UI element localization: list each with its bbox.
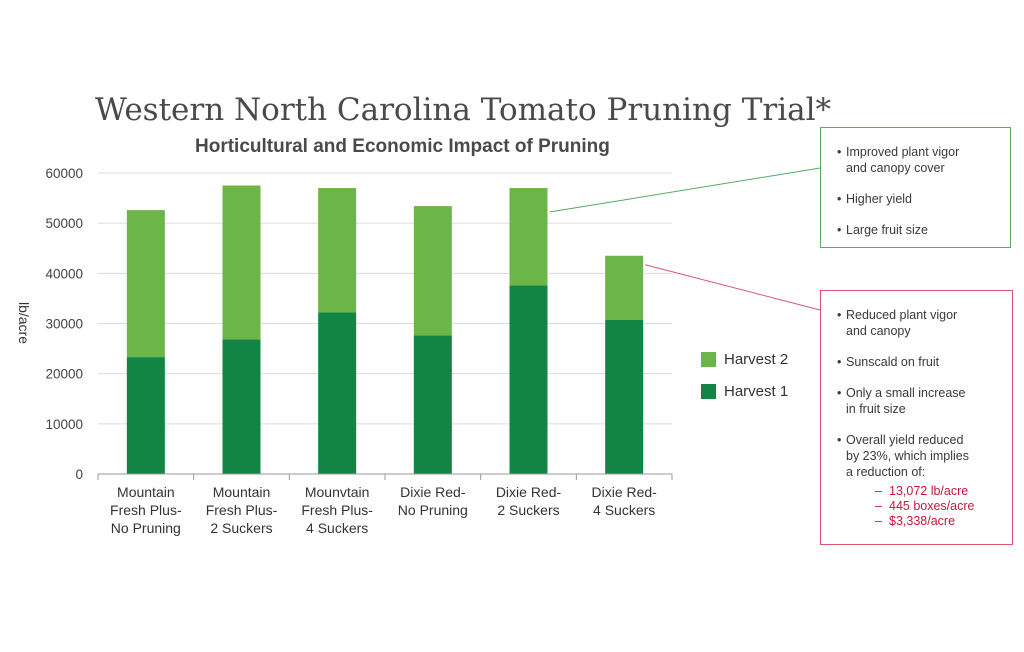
bar-harvest-1-3 [413, 335, 452, 474]
bar-harvest-2-0 [126, 210, 165, 358]
positive-effects-callout: • Improved plant vigor and canopy cover • Hi… [820, 127, 1011, 248]
negative-callout-connector [645, 264, 821, 311]
callout-line: a reduction of: [846, 465, 926, 479]
bar-harvest-1-1 [222, 339, 261, 474]
callout-line: and canopy cover [846, 161, 945, 175]
callout-line: and canopy [846, 324, 911, 338]
dash-icon: – [875, 484, 882, 498]
x-tick-label: Mountain Fresh Plus-No Pruning [110, 484, 182, 536]
legend: Harvest 2 Harvest 1 [701, 350, 788, 414]
reduction-list: –13,072 lb/acre –445 boxes/acre – $3,338/ac… [837, 484, 998, 529]
callout-item-text: Reduced plant vigor and canopy [846, 307, 998, 339]
bars [126, 185, 644, 474]
callout-item-text: Only a small increase in fruit size [846, 385, 998, 417]
legend-label: Harvest 2 [724, 350, 789, 368]
legend-item-harvest-2: Harvest 2 [701, 350, 788, 368]
y-tick-label: 40000 [45, 266, 83, 281]
bar-harvest-2-5 [605, 255, 644, 320]
bullet-icon: • [837, 433, 842, 447]
callout-connectors [549, 167, 821, 311]
callout-item-text: Large fruit size [846, 222, 996, 238]
bar-harvest-1-0 [126, 357, 165, 474]
bullet-icon: • [837, 386, 842, 400]
chart-title: Western North Carolina Tomato Pruning Tr… [95, 92, 832, 128]
callout-item: • Reduced plant vigor and canopy [837, 307, 998, 339]
callout-item: • Only a small increase in fruit size [837, 385, 998, 417]
callout-line: Overall yield reduced [846, 433, 964, 447]
legend-swatch [701, 383, 716, 399]
bullet-icon: • [837, 223, 842, 237]
bullet-icon: • [837, 355, 842, 369]
reduction-value: 445 boxes/acre [889, 499, 975, 513]
y-tick-label: 60000 [45, 166, 83, 181]
dash-icon: – [875, 514, 882, 528]
y-axis-label: lb/acre [16, 302, 32, 344]
bar-harvest-1-5 [605, 319, 644, 474]
callout-item-text: Higher yield [846, 191, 996, 207]
x-axis: Mountain Fresh Plus-No Pruning Mountain Fre… [97, 473, 673, 536]
callout-item-text: Improved plant vigor and canopy cover [846, 144, 996, 176]
y-tick-label: 20000 [45, 367, 83, 382]
bullet-icon: • [837, 192, 842, 206]
positive-callout-connector [549, 167, 821, 213]
bullet-icon: • [837, 145, 842, 159]
x-tick-label: Dixie Red-2 Suckers [496, 484, 562, 518]
bar-harvest-1-2 [318, 312, 357, 474]
x-tick-label: Dixie Red-4 Suckers [591, 484, 657, 518]
callout-item: • Large fruit size [837, 222, 996, 238]
reduction-item: –445 boxes/acre [875, 499, 998, 514]
bullet-icon: • [837, 308, 842, 322]
reduction-item: – $3,338/acre [875, 514, 998, 529]
callout-item-text: Sunscald on fruit [846, 354, 998, 370]
callout-item-text: Overall yield reduced by 23%, which impli… [846, 432, 998, 480]
x-tick-label: Dixie Red-No Pruning [398, 484, 468, 518]
callout-line: in fruit size [846, 402, 906, 416]
callout-line: Only a small increase [846, 386, 966, 400]
reduction-item: –13,072 lb/acre [875, 484, 998, 499]
legend-item-harvest-1: Harvest 1 [701, 382, 788, 400]
callout-item: • Sunscald on fruit [837, 354, 998, 370]
chart-subtitle: Horticultural and Economic Impact of Pru… [195, 136, 610, 157]
callout-line: Sunscald on fruit [846, 355, 940, 369]
x-tick-label: Mountain Fresh Plus-2 Suckers [206, 484, 278, 536]
bar-harvest-2-4 [509, 188, 548, 286]
callout-line: Higher yield [846, 192, 913, 206]
bar-harvest-2-1 [222, 185, 261, 340]
callout-line: Reduced plant vigor [846, 308, 958, 322]
bar-harvest-2-3 [413, 206, 452, 336]
y-tick-label: 0 [75, 467, 83, 482]
bar-harvest-1-4 [509, 285, 548, 474]
dash-icon: – [875, 499, 882, 513]
y-tick-label: 30000 [45, 317, 83, 332]
legend-label: Harvest 1 [724, 382, 789, 400]
callout-line: Large fruit size [846, 223, 928, 237]
y-tick-label: 10000 [45, 417, 83, 432]
callout-item: • Improved plant vigor and canopy cover [837, 144, 996, 176]
legend-swatch [701, 351, 716, 367]
reduction-value: 13,072 lb/acre [889, 484, 969, 498]
y-axis: 0 10000 20000 30000 40000 50000 60000 [45, 166, 83, 482]
negative-effects-callout: • Reduced plant vigor and canopy • Sunscald … [820, 290, 1013, 545]
reduction-value: $3,338/acre [889, 514, 956, 528]
callout-line: Improved plant vigor [846, 145, 960, 159]
bar-harvest-2-2 [318, 188, 357, 313]
x-tick-label: Mounvtain Fresh Plus-4 Suckers [301, 484, 373, 536]
y-tick-label: 50000 [45, 216, 83, 231]
callout-line: by 23%, which implies [846, 449, 969, 463]
gridlines [98, 172, 672, 425]
callout-item: • Higher yield [837, 191, 996, 207]
callout-item: • Overall yield reduced by 23%, which impl… [837, 432, 998, 480]
